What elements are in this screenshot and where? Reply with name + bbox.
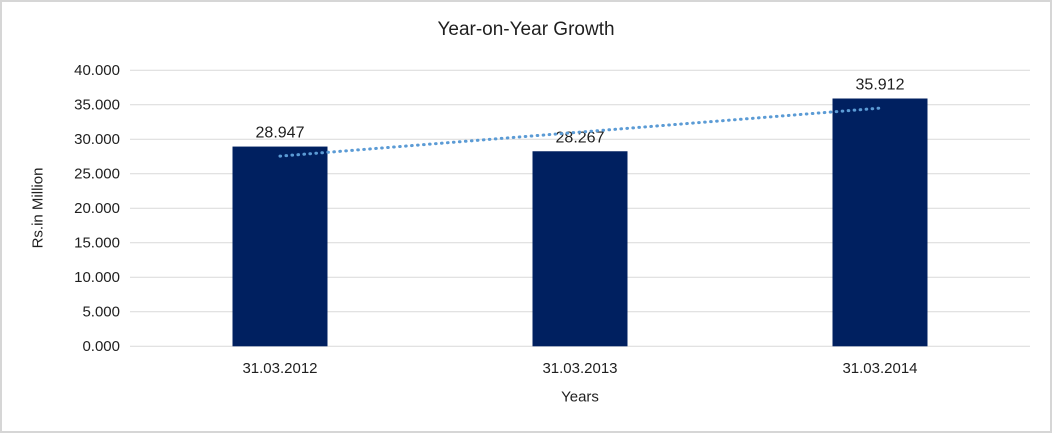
chart-title: Year-on-Year Growth [437, 19, 615, 40]
bar [832, 98, 928, 347]
trendline [278, 106, 882, 158]
y-tick-label: 25.000 [74, 165, 120, 182]
y-tick-label: 5.000 [82, 303, 120, 320]
y-tick-label: 10.000 [74, 269, 120, 286]
x-category-label: 31.03.2014 [842, 360, 917, 377]
y-tick-label: 20.000 [74, 200, 120, 217]
y-tick-label: 15.000 [74, 234, 120, 251]
x-axis-title: Years [561, 388, 599, 406]
x-category-label: 31.03.2013 [542, 360, 617, 377]
data-label: 35.912 [856, 77, 905, 94]
y-tick-label: 35.000 [74, 96, 120, 113]
y-tick-label: 40.000 [74, 62, 120, 79]
x-category-label: 31.03.2012 [242, 360, 317, 377]
bar [232, 146, 328, 347]
y-tick-label: 0.000 [82, 338, 120, 355]
y-tick-label: 30.000 [74, 131, 120, 148]
data-label: 28.947 [256, 125, 305, 142]
bar [532, 151, 628, 347]
